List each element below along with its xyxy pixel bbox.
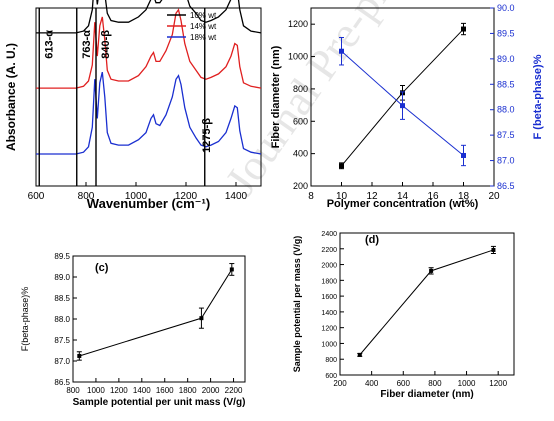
x-tick-label: 600: [28, 191, 45, 202]
y-tick-label: 1000: [321, 341, 337, 348]
y-axis-label: Sample potential per mass (V/g): [292, 236, 302, 373]
y-tick-label: 2000: [321, 263, 337, 270]
y-tick-label: 1200: [321, 326, 337, 333]
y-tick-label: 89.0: [54, 273, 70, 282]
y-right-tick-label: 88.0: [497, 105, 515, 115]
x-tick-label: 800: [428, 379, 442, 388]
y-tick-label: 87.0: [54, 357, 70, 366]
x-axis-label: Polymer concentration (wt%): [327, 198, 479, 210]
y-tick-label: 1400: [321, 310, 337, 317]
x-tick-label: 800: [78, 191, 95, 202]
y-tick-label: 2200: [321, 247, 337, 254]
x-tick-label: 1200: [175, 191, 198, 202]
x-tick-label: 1800: [179, 386, 197, 395]
y-axis-label-right: F (beta-phase)%: [532, 54, 544, 139]
legend-label: 18% wt: [190, 33, 217, 42]
y-tick-label: 86.5: [54, 378, 70, 387]
chart-a: 613-α 763-α 840-β 1275-β 10% wt 14% wt 18% wt 6…: [4, 0, 262, 211]
x-axis-label: Wavenumber (cm⁻¹): [87, 196, 210, 211]
y-tick-label: 800: [293, 84, 308, 94]
band-marker-label: 763-α: [81, 30, 93, 59]
data-series-point: [77, 353, 82, 358]
series-line-3: [36, 71, 262, 155]
y-tick-label: 1000: [288, 52, 308, 62]
y-tick-label: 600: [325, 373, 337, 380]
y-axis-label: Fiber diameter (nm): [270, 45, 282, 148]
chart-b: 8 10 12 14 16 18 20 200 400 600 800 1000 1200 86.5 87.…: [270, 3, 544, 210]
beta-series-point: [461, 152, 466, 158]
y-right-tick-label: 86.5: [497, 181, 515, 191]
x-tick-label: 200: [333, 379, 347, 388]
y-tick-label: 88.0: [54, 315, 70, 324]
data-series-point: [429, 268, 434, 273]
data-series-point: [491, 247, 496, 252]
legend-label: 10% wt: [190, 11, 217, 20]
x-tick-label: 1000: [125, 191, 148, 202]
y-right-tick-label: 87.5: [497, 130, 515, 140]
plot-frame-d: [339, 232, 515, 376]
x-tick-label: 14: [397, 191, 409, 202]
beta-series-point: [339, 48, 344, 54]
x-tick-label: 2000: [202, 386, 220, 395]
y-tick-label: 89.5: [54, 252, 70, 261]
x-tick-label: 1000: [87, 386, 105, 395]
band-marker-label: 840-β: [100, 30, 112, 59]
y-right-tick-label: 90.0: [497, 3, 515, 13]
y-right-tick-label: 89.5: [497, 28, 515, 38]
plot-frame-a: [35, 7, 262, 187]
x-tick-label: 1000: [458, 379, 476, 388]
data-series-point: [357, 352, 362, 357]
y-right-tick-label: 87.0: [497, 156, 515, 166]
y-axis-label: Absorbance (A. U.): [4, 43, 18, 151]
x-tick-label: 1400: [133, 386, 151, 395]
data-series-line: [79, 269, 233, 357]
chart-d: 200 400 600 800 1000 1200 600 800 1000 1200 1400 16…: [292, 231, 515, 400]
x-tick-label: 12: [366, 191, 378, 202]
y-tick-label: 600: [293, 116, 308, 126]
y-right-tick-label: 88.5: [497, 79, 515, 89]
y-tick-label: 200: [293, 181, 308, 191]
panel-label: (d): [365, 234, 379, 246]
x-tick-label: 2200: [225, 386, 243, 395]
x-tick-label: 1200: [489, 379, 507, 388]
x-tick-label: 18: [458, 191, 470, 202]
y-right-tick-label: 89.0: [497, 54, 515, 64]
x-tick-label: 1400: [225, 191, 248, 202]
series-line-2: [36, 8, 262, 89]
x-tick-label: 16: [427, 191, 439, 202]
x-tick-label: 10: [336, 191, 348, 202]
y-tick-label: 1600: [321, 294, 337, 301]
legend-label: 14% wt: [190, 22, 217, 31]
panel-label: (c): [95, 262, 109, 274]
diameter-series-point: [461, 26, 466, 32]
x-tick-label: 600: [397, 379, 411, 388]
x-tick-label: 20: [488, 191, 500, 202]
y-tick-label: 800: [325, 357, 337, 364]
y-axis-label: F(beta-phase)%: [20, 287, 30, 352]
x-tick-label: 400: [365, 379, 379, 388]
data-series-point: [199, 316, 204, 321]
x-tick-label: 1200: [110, 386, 128, 395]
x-axis-label: Fiber diameter (nm): [380, 389, 473, 400]
y-tick-label: 1200: [288, 19, 308, 29]
band-marker-label: 613-α: [43, 30, 55, 59]
x-tick-label: 8: [308, 191, 314, 202]
x-axis-label: Sample potential per unit mass (V/g): [73, 397, 246, 408]
y-tick-label: 88.5: [54, 294, 70, 303]
y-tick-label: 2400: [321, 231, 337, 238]
x-tick-label: 800: [66, 386, 80, 395]
plot-frame-c: [72, 255, 246, 383]
data-series-point: [229, 267, 234, 272]
chart-c: 800 1000 1200 1400 1600 1800 2000 2200 86.5 87.0 8…: [20, 252, 246, 408]
x-tick-label: 1600: [156, 386, 174, 395]
diameter-series-point: [339, 163, 344, 169]
beta-series-point: [400, 103, 405, 109]
y-tick-label: 87.5: [54, 336, 70, 345]
series-line-1: [36, 0, 262, 34]
y-tick-label: 400: [293, 149, 308, 159]
data-series-line: [359, 249, 494, 356]
band-marker-label: 1275-β: [201, 118, 213, 153]
y-tick-label: 1800: [321, 278, 337, 285]
